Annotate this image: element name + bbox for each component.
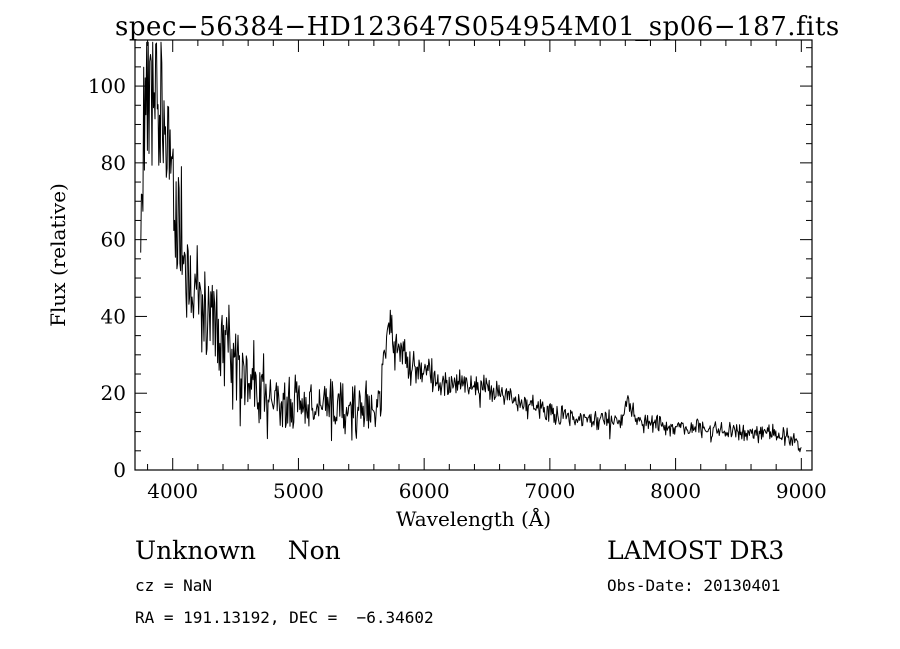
- cz-value-label: cz = NaN: [135, 576, 213, 595]
- tick-labels: 4000 5000 6000 7000 8000 9000 0 20 40 60 80 100: [88, 74, 827, 503]
- obs-date-label: Obs-Date: 20130401: [607, 576, 781, 595]
- spectrum-line: [140, 41, 802, 453]
- svg-text:0: 0: [113, 458, 126, 482]
- x-axis-label: Wavelength (Å): [395, 507, 552, 531]
- svg-text:7000: 7000: [524, 479, 575, 503]
- classification-label: Unknown Non: [135, 536, 341, 565]
- svg-text:100: 100: [88, 74, 126, 98]
- svg-text:4000: 4000: [147, 479, 198, 503]
- svg-text:6000: 6000: [399, 479, 450, 503]
- plot-frame: [134, 39, 813, 471]
- plot-title: spec−56384−HD123647S054954M01_sp06−187.f…: [115, 12, 840, 42]
- svg-text:8000: 8000: [650, 479, 701, 503]
- survey-release-label: LAMOST DR3: [607, 536, 785, 565]
- svg-text:5000: 5000: [273, 479, 324, 503]
- axis-ticks: [135, 40, 812, 471]
- svg-text:60: 60: [101, 228, 126, 252]
- svg-text:80: 80: [101, 151, 126, 175]
- svg-text:40: 40: [101, 304, 126, 328]
- ra-dec-label: RA = 191.13192, DEC = −6.34602: [135, 608, 434, 627]
- svg-text:20: 20: [101, 381, 126, 405]
- svg-text:9000: 9000: [776, 479, 827, 503]
